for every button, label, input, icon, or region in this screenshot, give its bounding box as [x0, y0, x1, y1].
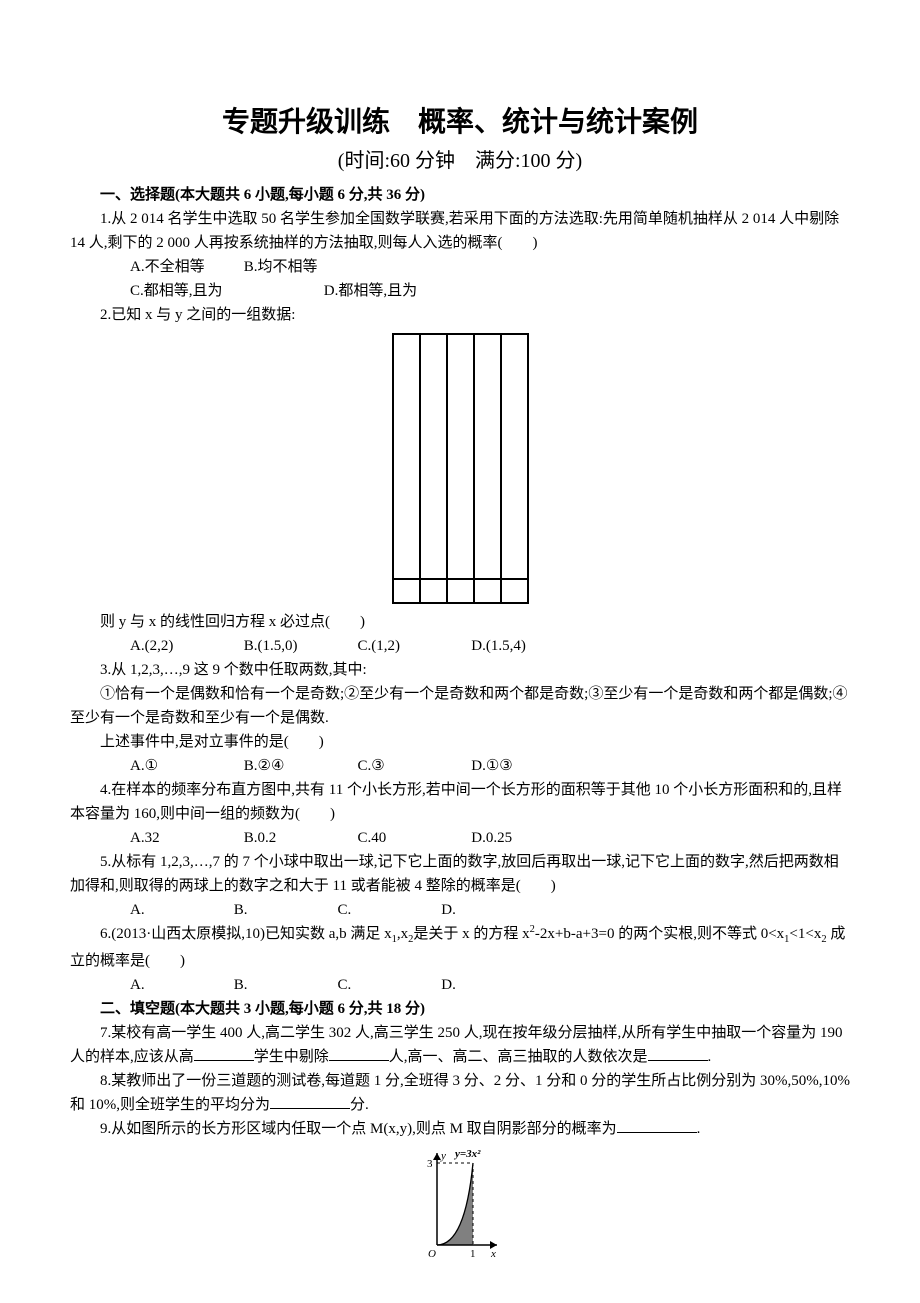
q3-opt-c: C.③	[328, 754, 438, 778]
svg-text:x: x	[490, 1248, 496, 1260]
q1-opt-d: D.都相等,且为	[294, 279, 454, 303]
q2-table	[392, 333, 529, 604]
q4-opts: A.32 B.0.2 C.40 D.0.25	[70, 826, 850, 850]
section-mc-header: 一、选择题(本大题共 6 小题,每小题 6 分,共 36 分)	[70, 183, 850, 207]
q6-t-e: <1<x	[789, 926, 821, 942]
table-cell	[474, 334, 501, 579]
blank-2[interactable]	[329, 1046, 389, 1061]
page-title: 专题升级训练 概率、统计与统计案例	[70, 100, 850, 145]
q2-opt-c: C.(1,2)	[328, 634, 438, 658]
q6-t-c: 是关于 x 的方程 x	[413, 926, 529, 942]
q2-opts: A.(2,2) B.(1.5,0) C.(1,2) D.(1.5,4)	[70, 634, 850, 658]
svg-text:3: 3	[427, 1158, 433, 1170]
table-cell	[393, 579, 420, 603]
q7-text: 7.某校有高一学生 400 人,高二学生 302 人,高三学生 250 人,现在…	[70, 1021, 850, 1069]
blank-3[interactable]	[648, 1046, 708, 1061]
q7-t2: 学生中剔除	[254, 1049, 329, 1065]
table-cell	[420, 334, 447, 579]
q9-figure-wrap: O 1 3 x y y=3x²	[70, 1145, 850, 1263]
q6-t-a: 6.(2013·山西太原模拟,10)已知实数 a,b 满足 x	[100, 926, 392, 942]
q3-opts: A.① B.②④ C.③ D.①③	[70, 754, 850, 778]
q6-opt-c: C.	[308, 973, 408, 997]
q4-text: 4.在样本的频率分布直方图中,共有 11 个小长方形,若中间一个长方形的面积等于…	[70, 778, 850, 826]
q9-t2: .	[697, 1121, 701, 1137]
q1-opt-b: B.均不相等	[214, 255, 324, 279]
q7-t3: 人,高一、高二、高三抽取的人数依次是	[389, 1049, 648, 1065]
q8-t2: 分.	[350, 1097, 369, 1113]
q9-figure: O 1 3 x y y=3x²	[413, 1145, 508, 1263]
svg-text:y=3x²: y=3x²	[453, 1148, 481, 1160]
q6-opt-a: A.	[100, 973, 200, 997]
q3-text1: 3.从 1,2,3,…,9 这 9 个数中任取两数,其中:	[70, 658, 850, 682]
blank-4[interactable]	[270, 1094, 350, 1109]
q6-t-d: -2x+b-a+3=0 的两个实根,则不等式 0<x	[535, 926, 784, 942]
blank-5[interactable]	[617, 1118, 697, 1133]
q4-opt-d: D.0.25	[441, 826, 551, 850]
q6-opts: A. B. C. D.	[70, 973, 850, 997]
q5-opt-a: A.	[100, 898, 200, 922]
q5-opts: A. B. C. D.	[70, 898, 850, 922]
q5-text: 5.从标有 1,2,3,…,7 的 7 个小球中取出一球,记下它上面的数字,放回…	[70, 850, 850, 898]
table-cell	[501, 334, 528, 579]
page-subtitle: (时间:60 分钟 满分:100 分)	[70, 145, 850, 177]
table-cell	[393, 334, 420, 579]
q3-opt-b: B.②④	[214, 754, 324, 778]
svg-text:1: 1	[470, 1248, 476, 1260]
q6-opt-d: D.	[411, 973, 511, 997]
table-cell	[447, 579, 474, 603]
q7-t4: .	[708, 1049, 712, 1065]
q2-text: 2.已知 x 与 y 之间的一组数据:	[70, 303, 850, 327]
q8-t1: 8.某教师出了一份三道题的测试卷,每道题 1 分,全班得 3 分、2 分、1 分…	[70, 1073, 850, 1113]
q5-opt-b: B.	[204, 898, 304, 922]
table-cell	[447, 334, 474, 579]
section-fb-header: 二、填空题(本大题共 3 小题,每小题 6 分,共 18 分)	[70, 997, 850, 1021]
q4-opt-b: B.0.2	[214, 826, 324, 850]
q6-opt-b: B.	[204, 973, 304, 997]
q2-table-wrap	[70, 333, 850, 604]
svg-text:O: O	[428, 1248, 436, 1260]
q5-opt-d: D.	[411, 898, 511, 922]
q1-opts-line1: A.不全相等 B.均不相等	[70, 255, 850, 279]
svg-text:y: y	[440, 1150, 446, 1162]
q6-text: 6.(2013·山西太原模拟,10)已知实数 a,b 满足 x1,x2是关于 x…	[70, 922, 850, 973]
q4-opt-a: A.32	[100, 826, 210, 850]
table-cell	[474, 579, 501, 603]
table-cell	[501, 579, 528, 603]
q5-opt-c: C.	[308, 898, 408, 922]
q9-text: 9.从如图所示的长方形区域内任取一个点 M(x,y),则点 M 取自阴影部分的概…	[70, 1117, 850, 1141]
q2-opt-b: B.(1.5,0)	[214, 634, 324, 658]
q3-text3: 上述事件中,是对立事件的是( )	[70, 730, 850, 754]
q2-after: 则 y 与 x 的线性回归方程 x 必过点( )	[70, 610, 850, 634]
q1-opt-c: C.都相等,且为	[100, 279, 290, 303]
q3-opt-d: D.①③	[441, 754, 551, 778]
table-cell	[420, 579, 447, 603]
q1-opt-a: A.不全相等	[100, 255, 210, 279]
q6-t-b: ,x	[397, 926, 408, 942]
q9-t1: 9.从如图所示的长方形区域内任取一个点 M(x,y),则点 M 取自阴影部分的概…	[100, 1121, 617, 1137]
q4-opt-c: C.40	[328, 826, 438, 850]
blank-1[interactable]	[194, 1046, 254, 1061]
q1-opts-line2: C.都相等,且为 D.都相等,且为	[70, 279, 850, 303]
q2-opt-a: A.(2,2)	[100, 634, 210, 658]
q1-text: 1.从 2 014 名学生中选取 50 名学生参加全国数学联赛,若采用下面的方法…	[70, 207, 850, 255]
q8-text: 8.某教师出了一份三道题的测试卷,每道题 1 分,全班得 3 分、2 分、1 分…	[70, 1069, 850, 1117]
q2-opt-d: D.(1.5,4)	[441, 634, 551, 658]
q3-text2: ①恰有一个是偶数和恰有一个是奇数;②至少有一个是奇数和两个都是奇数;③至少有一个…	[70, 682, 850, 730]
q3-opt-a: A.①	[100, 754, 210, 778]
